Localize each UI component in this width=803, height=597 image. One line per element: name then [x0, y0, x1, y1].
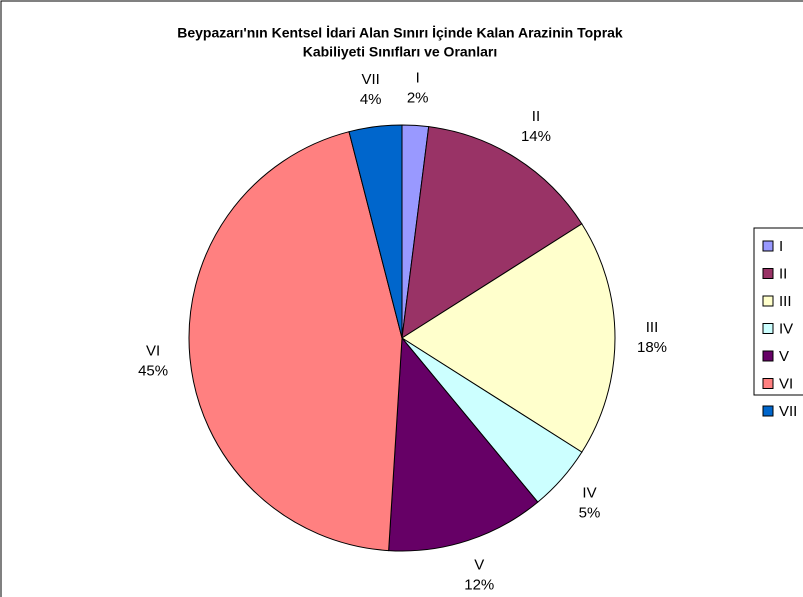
- legend-swatch: [762, 378, 774, 389]
- legend-label: V: [779, 348, 789, 365]
- pie-slice: [348, 124, 403, 339]
- slice-category-label: III: [646, 319, 659, 336]
- legend-box: [753, 227, 803, 396]
- legend-label: VI: [779, 375, 793, 392]
- legend-label: III: [779, 293, 792, 310]
- pie-slice: [401, 126, 583, 339]
- slice-value-label: 5%: [579, 504, 601, 521]
- pie-slice: [401, 223, 616, 453]
- legend-swatch: [762, 405, 774, 417]
- legend-label: IV: [779, 320, 793, 337]
- legend-swatch: [762, 350, 774, 362]
- chart-title: Kabiliyeti Sınıfları ve Oranları: [303, 44, 498, 60]
- slice-category-label: VI: [146, 342, 160, 359]
- pie-slice: [388, 336, 539, 552]
- slice-value-label: 45%: [138, 362, 168, 379]
- legend-swatch: [762, 240, 774, 252]
- slice-category-label: VII: [361, 71, 379, 88]
- chart-title: Beypazarı'nın Kentsel İdari Alan Sınırı …: [177, 25, 623, 41]
- slice-value-label: 18%: [637, 339, 667, 356]
- slice-category-label: II: [532, 108, 540, 125]
- legend-label: VII: [779, 403, 797, 420]
- legend-label: I: [779, 238, 783, 255]
- legend-swatch: [762, 295, 774, 307]
- slice-value-label: 14%: [521, 128, 551, 145]
- slice-category-label: IV: [582, 484, 596, 501]
- pie-slice: [188, 131, 403, 552]
- slice-category-label: V: [474, 557, 484, 574]
- slice-value-label: 12%: [464, 577, 494, 594]
- slice-value-label: 4%: [360, 91, 382, 108]
- legend-swatch: [762, 323, 774, 334]
- slice-category-label: I: [416, 69, 420, 86]
- legend-swatch: [762, 268, 774, 279]
- slice-value-label: 2%: [407, 89, 429, 106]
- legend-label: II: [779, 265, 787, 282]
